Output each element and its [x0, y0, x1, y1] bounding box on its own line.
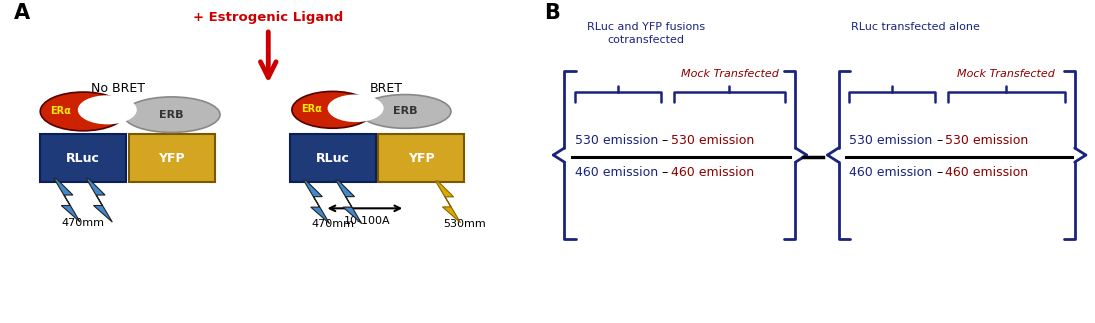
Ellipse shape	[41, 92, 126, 131]
Text: 530 emission: 530 emission	[849, 134, 932, 147]
Text: RLuc transfected alone: RLuc transfected alone	[851, 23, 980, 32]
Ellipse shape	[359, 95, 451, 128]
Text: YFP: YFP	[159, 152, 185, 165]
FancyBboxPatch shape	[41, 134, 126, 182]
Text: YFP: YFP	[407, 152, 435, 165]
Text: No BRET: No BRET	[91, 82, 145, 95]
Text: 530 emission: 530 emission	[945, 134, 1028, 147]
Text: 530 emission: 530 emission	[575, 134, 658, 147]
Ellipse shape	[124, 97, 220, 132]
Text: + Estrogenic Ligand: + Estrogenic Ligand	[193, 11, 344, 24]
Polygon shape	[303, 180, 330, 224]
FancyBboxPatch shape	[129, 134, 215, 182]
Text: RLuc: RLuc	[66, 152, 100, 165]
Polygon shape	[87, 178, 113, 222]
Text: 530 emission: 530 emission	[671, 134, 754, 147]
Text: B: B	[544, 3, 560, 23]
Text: –: –	[933, 134, 947, 147]
Text: RLuc: RLuc	[315, 152, 349, 165]
Text: 10-100A: 10-100A	[344, 216, 391, 226]
Text: Mock Transfected: Mock Transfected	[680, 69, 779, 79]
Text: –: –	[658, 134, 672, 147]
Ellipse shape	[327, 94, 383, 122]
Text: ERB: ERB	[160, 110, 184, 120]
Text: 460 emission: 460 emission	[945, 166, 1028, 179]
Text: –: –	[658, 166, 672, 179]
Polygon shape	[336, 180, 361, 224]
Text: cotransfected: cotransfected	[608, 36, 684, 45]
Text: 460 emission: 460 emission	[849, 166, 932, 179]
Text: 460 emission: 460 emission	[671, 166, 754, 179]
Polygon shape	[436, 181, 461, 223]
FancyBboxPatch shape	[378, 134, 464, 182]
Text: 470mm: 470mm	[61, 218, 105, 228]
Text: A: A	[13, 3, 30, 23]
Ellipse shape	[78, 95, 137, 124]
Text: 460 emission: 460 emission	[575, 166, 658, 179]
Text: 530mm: 530mm	[442, 220, 485, 229]
Text: RLuc and YFP fusions: RLuc and YFP fusions	[587, 23, 705, 32]
Text: Mock Transfected: Mock Transfected	[957, 69, 1056, 79]
Text: 470mm: 470mm	[311, 220, 354, 229]
Polygon shape	[54, 178, 80, 222]
Text: –: –	[933, 166, 947, 179]
Text: BRET: BRET	[370, 82, 403, 95]
Text: ERα: ERα	[301, 104, 322, 114]
Ellipse shape	[292, 91, 373, 128]
FancyBboxPatch shape	[290, 134, 376, 182]
Text: ERB: ERB	[393, 107, 417, 116]
Text: ERα: ERα	[50, 106, 71, 116]
